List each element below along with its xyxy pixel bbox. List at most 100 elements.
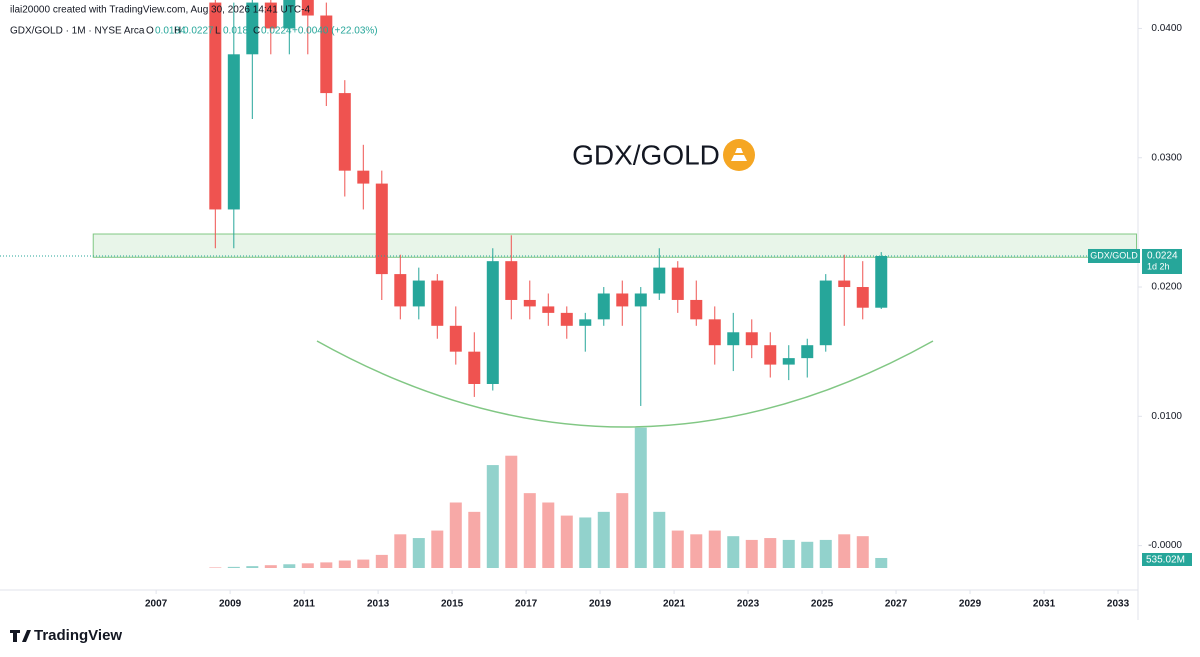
volume-bar (523, 493, 536, 568)
chart-title: GDX/GOLD (572, 139, 720, 170)
candle-body (745, 332, 758, 346)
x-tick-label: 2013 (367, 599, 390, 610)
volume-bar (283, 564, 296, 568)
volume-bar (597, 511, 610, 568)
volume-bar (505, 455, 518, 568)
footer-logo: TradingView (10, 627, 122, 644)
candle-body (320, 15, 333, 94)
volume-bar (819, 539, 832, 568)
volume-tag: 535.02M (1146, 555, 1185, 566)
y-tick-label: 0.0200 (1151, 282, 1182, 293)
candle-body (505, 261, 518, 300)
candle-body (542, 306, 555, 313)
volume-bar (708, 530, 721, 568)
volume-bar (634, 427, 647, 568)
change: +0.0040 (+22.03%) (292, 26, 378, 37)
candle-body (357, 170, 370, 184)
x-tick-label: 2031 (1033, 599, 1056, 610)
symbol-tag-bg (1088, 248, 1140, 263)
brand: TradingView (34, 627, 122, 644)
candle-body (375, 183, 388, 275)
volume-bar (301, 563, 314, 568)
candle-body (819, 280, 832, 346)
candle-body (227, 54, 240, 210)
o-value: 0.0184 (155, 26, 186, 37)
volume-bar (431, 530, 444, 568)
gold-icon (723, 139, 755, 171)
resistance-zone (92, 233, 1138, 258)
volume-bar (320, 562, 333, 568)
candle-body (301, 0, 314, 16)
x-tick-label: 2017 (515, 599, 538, 610)
price-tag-bg (1142, 248, 1182, 274)
legend: GDX/GOLD · 1M · NYSE Arca O 0.0184 H 0.0… (10, 26, 378, 37)
volume-bar (764, 538, 777, 568)
volume-tag-bg (1142, 553, 1192, 566)
candle-body (264, 2, 277, 29)
candle-body (875, 255, 888, 308)
x-tick-label: 2027 (885, 599, 908, 610)
c-label: C (253, 26, 260, 37)
candle-body (764, 345, 777, 365)
volume-bar (394, 534, 407, 568)
x-tick-label: 2025 (811, 599, 834, 610)
symbol: GDX/GOLD · 1M · NYSE Arca (10, 26, 145, 37)
volume-bar (246, 566, 259, 568)
candle-body (246, 2, 259, 55)
volume-bar (338, 560, 351, 568)
y-tick-label: 0.0100 (1151, 411, 1182, 422)
candle-body (634, 293, 647, 307)
candle-body (338, 93, 351, 171)
c-value: 0.0224 (261, 26, 292, 37)
volume-bar (227, 566, 240, 568)
candle-body (468, 351, 481, 384)
candle-body (690, 299, 703, 320)
volume-bar (209, 567, 222, 568)
x-tick-label: 2023 (737, 599, 760, 610)
candle-body (671, 267, 684, 300)
volume-bar (579, 517, 592, 568)
candle-body (283, 0, 296, 29)
o-label: O (146, 26, 154, 37)
x-tick-label: 2021 (663, 599, 686, 610)
candle-body (523, 299, 536, 307)
candle-body (653, 267, 666, 294)
candle-body (616, 293, 629, 307)
volume-bar (838, 534, 851, 568)
volume-bar (745, 539, 758, 568)
y-tick-label: 0.0400 (1151, 23, 1182, 34)
volume-bar (375, 554, 388, 568)
price-tag: 0.0224 (1147, 251, 1178, 262)
plot (0, 0, 1138, 568)
x-tick-label: 2033 (1107, 599, 1130, 610)
symbol-tag: GDX/GOLD (1090, 250, 1138, 260)
volume-bar (264, 565, 277, 568)
volume-bar (412, 538, 425, 568)
candle-body (856, 287, 869, 308)
candle-body (412, 280, 425, 307)
volume-bar (449, 502, 462, 568)
arc-drawing (316, 340, 934, 428)
volume-bar (560, 515, 573, 568)
candle-body (560, 312, 573, 326)
candle-body (597, 293, 610, 320)
x-tick-label: 2029 (959, 599, 982, 610)
volume-bar (856, 536, 869, 568)
volume-bar (801, 541, 814, 568)
x-tick-label: 2007 (145, 599, 168, 610)
credit: ilai20000 created with TradingView.com, … (10, 5, 310, 16)
x-tick-label: 2011 (293, 599, 315, 610)
countdown: 1d 2h (1147, 261, 1170, 271)
candle-body (782, 358, 795, 365)
volume-bar (542, 502, 555, 568)
volume-bar (727, 536, 740, 568)
candle-body (579, 319, 592, 326)
volume-bar (653, 511, 666, 568)
x-tick-label: 2009 (219, 599, 242, 610)
l-value: 0.0183 (223, 26, 254, 37)
candle-body (708, 319, 721, 346)
volume-bar (782, 539, 795, 568)
h-label: H (174, 26, 181, 37)
volume-bar (875, 557, 888, 568)
